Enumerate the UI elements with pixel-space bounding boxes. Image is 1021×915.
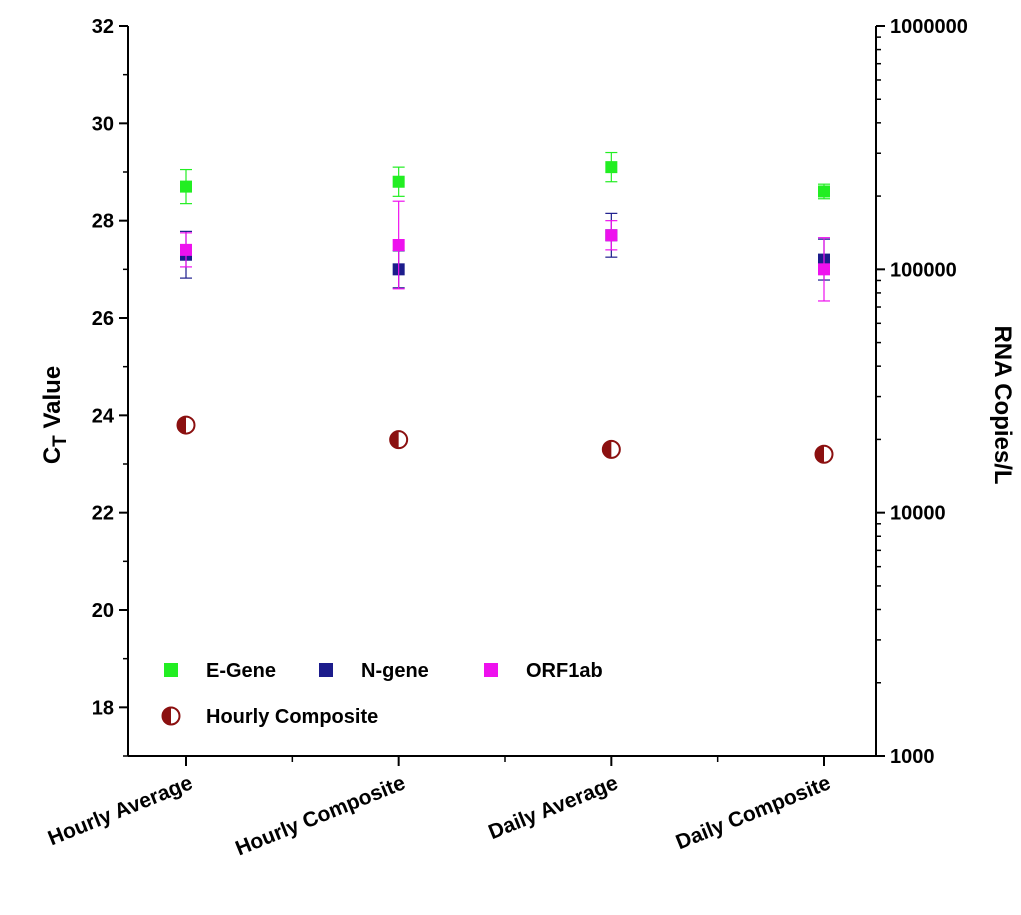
category-label: Hourly Composite (232, 771, 408, 860)
marker-half-fill (162, 707, 171, 725)
data-marks (176, 151, 834, 464)
data-point (392, 239, 405, 251)
right-tick-label: 1000 (890, 746, 935, 768)
left-axis-ticks: 18 20 22 24 26 28 30 32 (92, 16, 128, 757)
left-tick-label: 20 (92, 600, 114, 622)
right-tick-label: 1000000 (890, 16, 968, 38)
marker-half-fill (815, 445, 824, 463)
marker-half-fill (602, 440, 612, 458)
legend-marker (161, 706, 181, 726)
data-point (605, 229, 618, 242)
right-axis-ticks: 1000 10000 100000 1000000 (876, 16, 968, 768)
legend-marker (484, 663, 498, 677)
right-tick-label: 100000 (890, 259, 957, 281)
left-axis-title: CT Value (39, 366, 71, 464)
plot-frame (127, 26, 877, 757)
right-tick-label: 10000 (890, 503, 946, 525)
left-tick-label: 18 (92, 697, 114, 719)
legend-label: ORF1ab (526, 660, 603, 682)
legend-label: N-gene (361, 660, 429, 682)
category-label: Daily Average (485, 771, 621, 844)
category-label: Daily Composite (673, 771, 834, 854)
left-tick-label: 28 (92, 211, 114, 233)
data-point (605, 161, 618, 174)
legend-label: Hourly Composite (206, 706, 378, 728)
data-point (180, 180, 192, 193)
data-point (601, 439, 621, 459)
legend-label: E-Gene (206, 660, 276, 682)
data-point (176, 415, 196, 435)
marker-half-fill (390, 431, 399, 449)
legend: E-Gene N-gene ORF1ab Hourly Composite (161, 660, 603, 728)
bottom-axis-ticks: Hourly Average Hourly Composite Daily Aver… (45, 756, 834, 860)
legend-marker (164, 663, 178, 677)
data-point (814, 444, 834, 464)
data-point (818, 263, 830, 276)
marker-half-fill (177, 416, 186, 434)
left-tick-label: 32 (92, 16, 114, 38)
data-point (389, 430, 409, 450)
left-tick-label: 30 (92, 113, 114, 135)
right-axis-title: RNA Copies/L (989, 325, 1016, 484)
category-label: Hourly Average (45, 771, 196, 850)
legend-marker (319, 663, 333, 677)
left-tick-label: 26 (92, 308, 114, 330)
left-tick-label: 24 (92, 405, 115, 427)
data-point (818, 185, 830, 198)
data-point (180, 243, 192, 256)
data-point (392, 175, 405, 188)
left-tick-label: 22 (92, 503, 114, 525)
